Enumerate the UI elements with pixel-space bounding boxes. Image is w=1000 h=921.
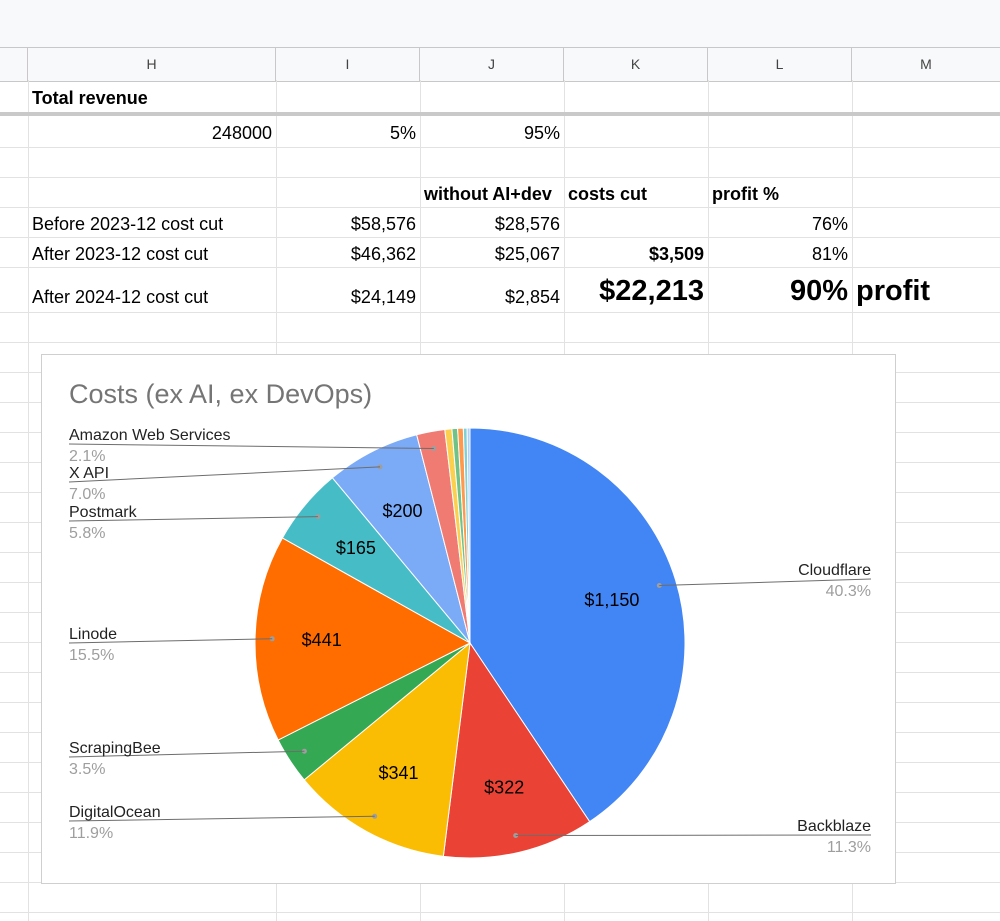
leader-line [68,466,381,483]
column-header-k[interactable]: K [564,48,708,81]
cell-costs-cut-big[interactable]: $22,213 [599,275,704,307]
leader-line [68,516,318,522]
row-header-corner[interactable] [0,48,28,81]
slice-percent-label: 5.8% [69,525,105,542]
cell-profit-percent[interactable]: 81% [811,244,848,264]
column-header-h[interactable]: H [28,48,276,81]
slice-value-label: $165 [336,538,376,558]
cell-costs-cut[interactable]: $3,509 [648,244,704,264]
slice-name-label: Cloudflare [798,562,871,579]
cell-row-label[interactable]: After 2023-12 cost cut [32,244,209,264]
toolbar-band [0,0,1000,48]
cell-cost-without[interactable]: $2,854 [504,287,560,307]
cell-cost-without[interactable]: $25,067 [494,244,560,264]
leader-line [68,443,434,449]
column-header-j[interactable]: J [420,48,564,81]
grid-line [0,237,1000,238]
column-header-l[interactable]: L [708,48,852,81]
slice-name-label: Postmark [69,504,138,521]
slice-percent-label: 7.0% [69,486,105,503]
column-header-i[interactable]: I [276,48,420,81]
slice-percent-label: 11.3% [827,839,871,856]
column-header-m[interactable]: M [920,56,932,72]
cell-header-profit[interactable]: profit % [712,184,779,204]
grid-line [0,912,1000,913]
grid-line [0,207,1000,208]
slice-name-label: ScrapingBee [69,740,161,757]
cell-total-cost[interactable]: $24,149 [350,287,416,307]
slice-percent-label: 11.9% [69,825,113,842]
pie-slice [303,641,471,857]
cell-profit-note[interactable]: profit [856,275,931,307]
cell-percent-b[interactable]: 95% [523,123,560,143]
leader-dot [269,636,275,642]
slice-percent-label: 3.5% [69,761,105,778]
frozen-row-divider[interactable] [0,112,1000,116]
cell-profit-percent[interactable]: 76% [811,214,848,234]
slice-name-label: DigitalOcean [69,804,161,821]
pie-slice [254,537,472,741]
cell-total-cost[interactable]: $46,362 [350,244,416,264]
leader-line [68,638,273,644]
slice-percent-label: 40.3% [826,583,871,600]
cell-cost-without[interactable]: $28,576 [494,214,560,234]
slice-value-label: $441 [302,630,342,650]
pie-slice [442,641,591,859]
cell-row-label[interactable]: Before 2023-12 cost cut [32,214,224,234]
slice-name-label: Backblaze [797,818,871,835]
cell-total-cost[interactable]: $58,576 [350,214,416,234]
cell-row-label[interactable]: After 2024-12 cost cut [32,287,209,307]
column-header-row: H I J K L M [0,47,1000,82]
leader-line [515,834,872,836]
grid-line [0,342,1000,343]
slice-value-label: $1,150 [584,590,639,610]
leader-line [659,578,872,586]
slice-percent-label: 15.5% [69,647,114,664]
cell-total-revenue-value[interactable]: 248000 [211,123,272,143]
pie-slice [466,427,471,644]
slice-percent-label: 2.1% [69,448,105,465]
chart-title: Costs (ex AI, ex DevOps) [69,379,373,409]
slice-name-label: X API [69,465,109,482]
cell-total-revenue-label[interactable]: Total revenue [32,88,148,108]
slice-value-label: $322 [484,777,524,797]
grid-line [0,177,1000,178]
leader-line [68,750,305,758]
grid-line [0,312,1000,313]
pie-chart[interactable]: Costs (ex AI, ex DevOps) $1,150 Cloudflar… [41,354,896,884]
grid-line [0,267,1000,268]
leader-dot [315,514,321,520]
grid-line [28,80,29,921]
slice-value-label: $341 [378,763,418,783]
cell-percent-a[interactable]: 5% [389,123,416,143]
cell-profit-percent-big[interactable]: 90% [789,275,848,307]
cell-header-costs-cut[interactable]: costs cut [568,184,648,204]
cell-header-without[interactable]: without AI+dev [424,184,552,204]
slice-name-label: Amazon Web Services [69,427,231,444]
grid-line [0,147,1000,148]
slice-name-label: Linode [69,626,117,643]
leader-dot [377,464,383,470]
slice-value-label: $200 [382,501,422,521]
pie-chart-svg: $1,150 Cloudflare 40.3% $322 Backblaze 11.3% $… [68,427,872,859]
leader-line [68,815,375,822]
